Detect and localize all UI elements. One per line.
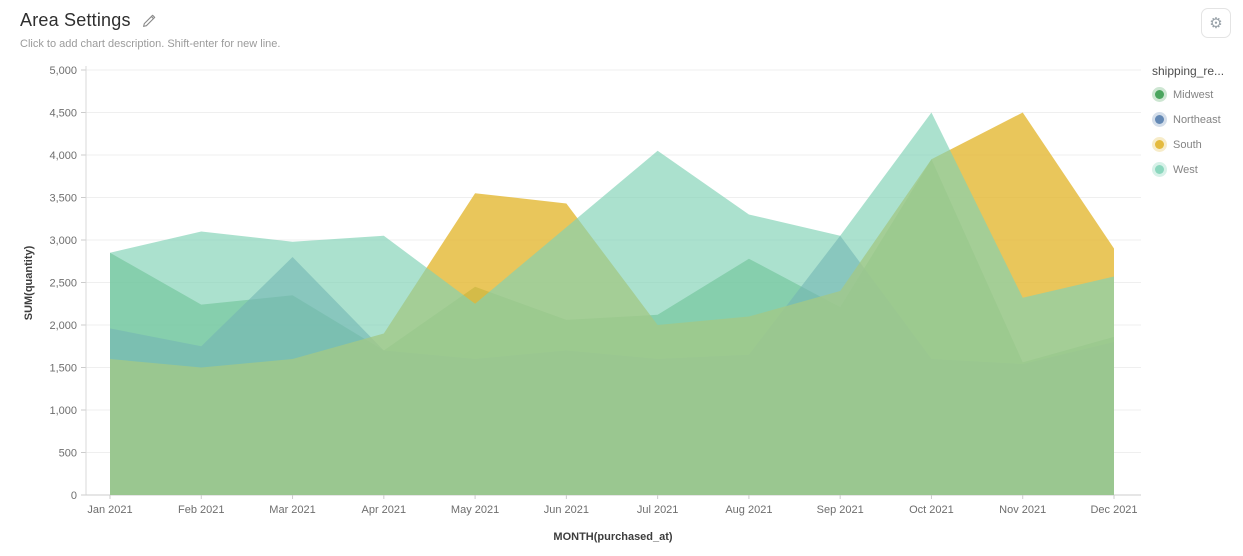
x-tick-label: Mar 2021 xyxy=(269,504,315,516)
y-tick-label: 500 xyxy=(59,448,77,460)
x-tick-label: Jul 2021 xyxy=(637,504,679,516)
y-tick-label: 1,500 xyxy=(49,363,77,375)
x-tick-label: May 2021 xyxy=(451,504,499,516)
axis-tick-labels: 0 500 1,000 1,500 2,000 2,500 3,000 3,500 4,000 4… xyxy=(49,65,1137,516)
x-tick-label: Aug 2021 xyxy=(725,504,772,516)
legend-item-label: South xyxy=(1173,138,1202,151)
legend-swatch-icon xyxy=(1155,165,1164,174)
x-axis-title: MONTH(purchased_at) xyxy=(553,531,673,543)
legend-item-south[interactable]: South xyxy=(1152,137,1240,152)
legend-item-label: Northeast xyxy=(1173,113,1221,126)
x-tick-label: Apr 2021 xyxy=(361,504,406,516)
y-tick-label: 4,500 xyxy=(49,108,77,120)
legend-swatch-icon xyxy=(1155,90,1164,99)
area-series-group xyxy=(110,112,1114,496)
legend-title: shipping_re... xyxy=(1152,64,1225,78)
edit-title-pencil-icon[interactable] xyxy=(141,13,157,29)
x-tick-label: Dec 2021 xyxy=(1090,504,1137,516)
chart-description-placeholder[interactable]: Click to add chart description. Shift-en… xyxy=(20,38,281,50)
y-tick-label: 2,000 xyxy=(49,320,77,332)
settings-button[interactable]: ⚙ xyxy=(1201,8,1231,38)
page-title[interactable]: Area Settings xyxy=(20,10,131,30)
x-tick-label: Feb 2021 xyxy=(178,504,224,516)
legend-swatch-icon xyxy=(1155,140,1164,149)
chart-header: Area Settings Click to add chart descrip… xyxy=(20,10,280,50)
legend-swatch-icon xyxy=(1155,115,1164,124)
legend-item-label: Midwest xyxy=(1173,88,1214,101)
x-tick-label: Jun 2021 xyxy=(544,504,589,516)
y-tick-label: 4,000 xyxy=(49,150,77,162)
legend-item-label: West xyxy=(1173,163,1198,176)
y-tick-label: 5,000 xyxy=(49,65,77,77)
legend: shipping_re... Midwest Northeast South West xyxy=(1152,64,1240,187)
y-tick-label: 0 xyxy=(71,490,77,502)
y-tick-label: 2,500 xyxy=(49,278,77,290)
x-tick-label: Jan 2021 xyxy=(87,504,132,516)
area-series-west[interactable] xyxy=(110,112,1114,496)
legend-item-northeast[interactable]: Northeast xyxy=(1152,112,1240,127)
x-tick-label: Sep 2021 xyxy=(817,504,864,516)
x-tick-label: Nov 2021 xyxy=(999,504,1046,516)
gear-icon: ⚙ xyxy=(1209,13,1223,32)
y-tick-label: 3,500 xyxy=(49,193,77,205)
y-tick-label: 1,000 xyxy=(49,405,77,417)
legend-items: Midwest Northeast South West xyxy=(1152,87,1240,177)
y-axis-title: SUM(quantity) xyxy=(23,245,35,320)
legend-item-west[interactable]: West xyxy=(1152,162,1240,177)
legend-item-midwest[interactable]: Midwest xyxy=(1152,87,1240,102)
y-tick-label: 3,000 xyxy=(49,235,77,247)
x-tick-label: Oct 2021 xyxy=(909,504,954,516)
